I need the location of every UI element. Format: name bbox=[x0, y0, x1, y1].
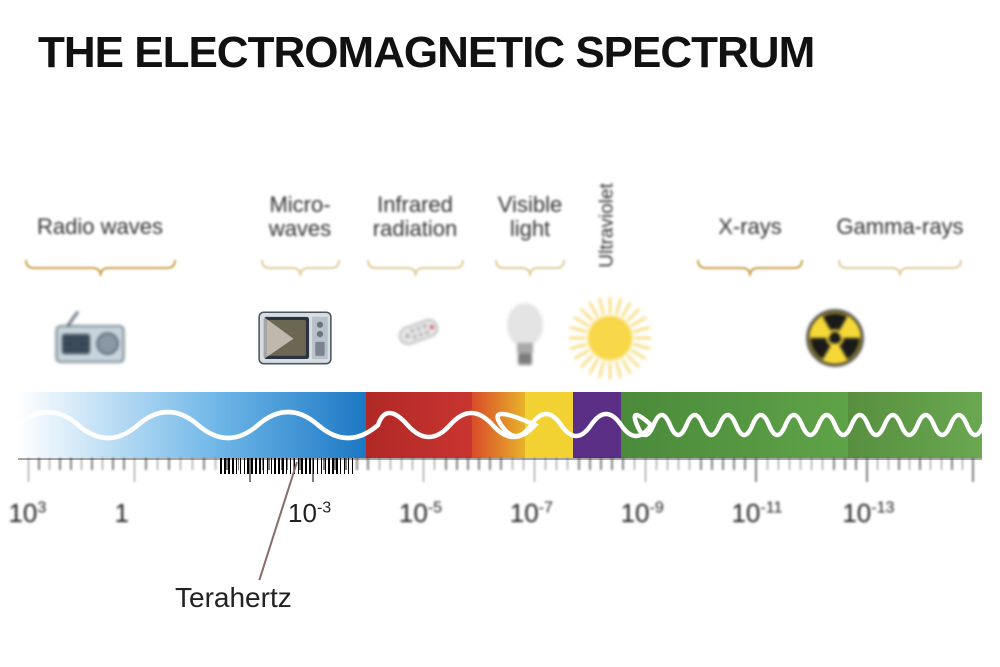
bracket-xray bbox=[696, 258, 804, 278]
tick-thz bbox=[332, 458, 334, 474]
tick-thz bbox=[290, 458, 292, 474]
tick-thz bbox=[259, 458, 261, 474]
scale-label: 10-11 bbox=[731, 498, 782, 529]
spectrum-bar bbox=[18, 392, 982, 458]
tick-thz bbox=[247, 458, 249, 474]
spectrum-seg-radio-seg bbox=[18, 392, 217, 458]
tick-thz bbox=[278, 458, 280, 474]
tick-thz bbox=[220, 458, 222, 474]
tick-thz bbox=[352, 458, 354, 474]
scale-label: 10-5 bbox=[399, 498, 442, 529]
tick-thz bbox=[305, 458, 307, 474]
band-label-gamma: Gamma-rays bbox=[830, 215, 970, 239]
tick-major bbox=[645, 458, 647, 482]
spectrum-seg-ir-seg bbox=[365, 392, 472, 458]
bracket-infrared bbox=[366, 258, 465, 278]
scale-labels-row: 103 1 10-3 10-5 10-7 10-9 10-11 10-13 bbox=[0, 498, 1000, 538]
tick-thz bbox=[321, 458, 323, 474]
scale-label: 1 bbox=[115, 498, 129, 529]
microwave-icon bbox=[256, 290, 334, 385]
tick-major bbox=[534, 458, 536, 482]
spectrum-seg-xray-seg bbox=[621, 392, 849, 458]
tick-thz bbox=[228, 458, 230, 474]
icons-row bbox=[0, 290, 1000, 385]
bracket-radio bbox=[24, 258, 177, 278]
tick-major bbox=[28, 458, 30, 482]
tick-thz bbox=[309, 458, 311, 474]
tick-major bbox=[423, 458, 425, 482]
tick-thz bbox=[263, 458, 265, 474]
tick-thz bbox=[301, 458, 303, 474]
remote-icon bbox=[388, 290, 453, 385]
band-label-micro: Micro-waves bbox=[255, 193, 345, 241]
band-label-visible: Visiblelight bbox=[490, 193, 570, 241]
scale-label: 10-3 bbox=[288, 498, 331, 529]
tick-major bbox=[134, 458, 136, 482]
tick-thz bbox=[286, 458, 288, 474]
tick-thz bbox=[232, 458, 234, 474]
bracket-micro bbox=[260, 258, 341, 278]
sun-icon bbox=[567, 290, 653, 385]
tick-major bbox=[755, 458, 757, 482]
tick-thz bbox=[251, 458, 253, 474]
spectrum-seg-vis-red bbox=[471, 392, 525, 458]
tick-thz bbox=[271, 458, 273, 474]
tick-thz bbox=[328, 458, 330, 474]
spectrum-seg-micro-seg bbox=[216, 392, 366, 458]
bulb-icon bbox=[495, 290, 555, 385]
tick-major bbox=[866, 458, 868, 482]
callout-label: Terahertz bbox=[175, 582, 292, 614]
tick-thz bbox=[325, 458, 327, 474]
tick-thz bbox=[336, 458, 338, 474]
tick-thz bbox=[236, 458, 238, 474]
tick-thz bbox=[282, 458, 284, 474]
spectrum-seg-gamma-seg bbox=[847, 392, 982, 458]
scale-label: 103 bbox=[8, 498, 46, 529]
tick-major bbox=[972, 458, 974, 482]
tick-thz bbox=[224, 458, 226, 474]
tick-thz bbox=[244, 458, 246, 474]
band-label-uv: Ultraviolet bbox=[598, 165, 619, 285]
spectrum-seg-vis-yel bbox=[524, 392, 573, 458]
spectrum-seg-uv-seg bbox=[572, 392, 621, 458]
band-label-infrared: Infraredradiation bbox=[360, 193, 470, 241]
tick-thz bbox=[298, 458, 300, 474]
bracket-gamma bbox=[837, 258, 963, 278]
scale-label: 10-9 bbox=[621, 498, 664, 529]
tick-thz bbox=[255, 458, 257, 474]
page-title: THE ELECTROMAGNETIC SPECTRUM bbox=[38, 28, 814, 78]
tick-thz bbox=[274, 458, 276, 474]
tick-thz bbox=[348, 458, 350, 474]
tick-thz bbox=[313, 458, 315, 474]
tick-thz bbox=[344, 458, 346, 474]
tick-thz bbox=[340, 458, 342, 474]
band-label-radio: Radio waves bbox=[15, 215, 185, 239]
band-label-xray: X-rays bbox=[690, 215, 810, 239]
radio-icon bbox=[50, 290, 130, 385]
scale-label: 10-13 bbox=[842, 498, 894, 529]
radiation-icon bbox=[804, 290, 866, 385]
tick-thz bbox=[240, 458, 242, 474]
scale-label: 10-7 bbox=[510, 498, 553, 529]
axis-line bbox=[18, 458, 982, 460]
tick-thz bbox=[317, 458, 319, 474]
tick-thz bbox=[267, 458, 269, 474]
bracket-visible bbox=[494, 258, 566, 278]
axis bbox=[18, 458, 982, 503]
